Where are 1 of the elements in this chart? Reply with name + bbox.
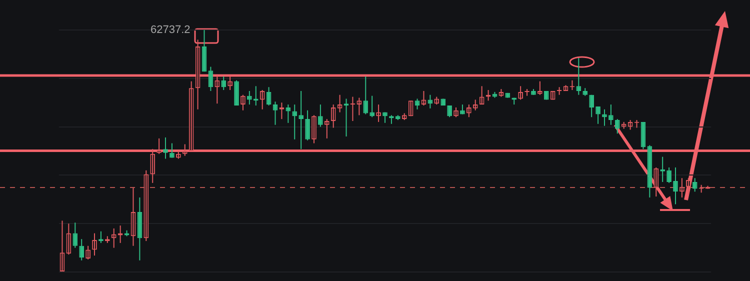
annotation: 62737.2 [150, 24, 190, 36]
